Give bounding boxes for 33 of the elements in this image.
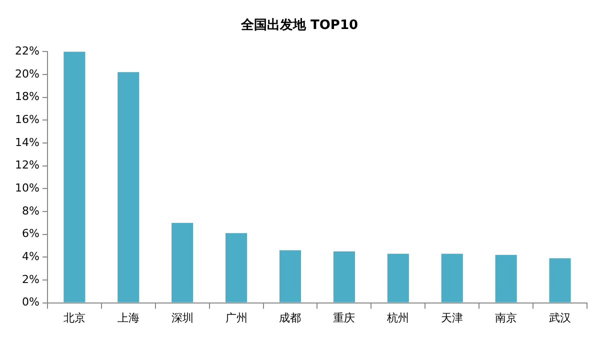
y-tick-label: 22% [14, 44, 40, 58]
y-tick-label: 18% [14, 90, 40, 104]
bar [279, 250, 302, 302]
y-tick-label: 6% [22, 227, 40, 240]
bar [333, 251, 355, 302]
x-tick-label: 武汉 [549, 311, 572, 324]
bar [495, 254, 517, 302]
bar [387, 254, 409, 302]
y-tick-label: 2% [22, 272, 40, 286]
bar [226, 233, 248, 302]
x-tick-label: 天津 [441, 311, 464, 324]
bar [172, 222, 194, 302]
y-tick-label: 12% [14, 158, 40, 172]
x-tick-label: 成都 [279, 311, 302, 324]
x-tick-label: 北京 [63, 311, 86, 324]
x-tick-label: 深圳 [171, 311, 194, 324]
x-tick-label: 上海 [117, 311, 140, 324]
x-tick-label: 重庆 [333, 311, 356, 324]
y-tick-label: 0% [22, 296, 40, 309]
chart-title: 全国出发地 TOP10 [240, 18, 358, 34]
bar [441, 254, 463, 302]
bar [549, 258, 571, 302]
y-tick-label: 16% [14, 112, 40, 126]
x-tick-label: 杭州 [386, 311, 410, 324]
y-tick-label: 10% [14, 181, 40, 194]
y-tick-label: 8% [22, 204, 40, 218]
y-tick-label: 14% [14, 136, 40, 149]
y-tick-label: 4% [22, 250, 40, 263]
bar [118, 72, 140, 302]
bar [64, 52, 86, 302]
y-tick-label: 20% [14, 67, 40, 80]
x-tick-label: 南京 [495, 311, 518, 324]
x-tick-label: 广州 [225, 311, 248, 324]
